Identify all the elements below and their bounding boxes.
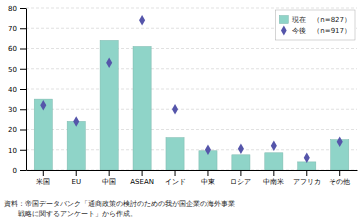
bar <box>100 40 118 170</box>
bar <box>298 162 316 170</box>
x-tick: 中東 <box>201 170 215 186</box>
footnote: 資料：帝国データバンク「通商政策の検討のための我が国企業の海外事業 <box>4 200 235 208</box>
grid-line <box>26 109 357 110</box>
x-tick-label: ロシア <box>230 178 251 186</box>
x-tick-label: EU <box>71 178 81 186</box>
point <box>172 104 178 115</box>
y-tick: 80 <box>8 5 26 13</box>
x-tick-label: 米国 <box>36 178 50 186</box>
bar <box>34 99 52 170</box>
y-tick-label: 30 <box>8 106 17 114</box>
x-tick-mark <box>306 170 307 176</box>
bar <box>166 138 184 170</box>
series-0 <box>34 40 349 170</box>
point <box>205 144 211 155</box>
x-tick-mark <box>76 170 77 176</box>
y-tick-label: 70 <box>8 25 17 33</box>
grid <box>26 8 357 170</box>
point <box>271 140 277 151</box>
legend-swatch <box>279 16 288 24</box>
y-tick-mark <box>20 8 26 9</box>
x-tick-label: 中国 <box>102 178 116 186</box>
footnote: 戦略に関するアンケート」から作成。 <box>4 210 137 218</box>
x-tick: インド <box>165 170 186 186</box>
y-tick-mark <box>20 150 26 151</box>
point <box>238 143 244 154</box>
x-tick-label: アフリカ <box>293 178 321 186</box>
y-tick: 20 <box>8 126 26 134</box>
bar <box>265 153 283 170</box>
y-tick-label: 50 <box>8 65 17 73</box>
x-tick-mark <box>207 170 208 176</box>
y-tick: 0 <box>13 167 26 175</box>
x-tick: ASEAN <box>130 170 154 186</box>
point <box>337 136 343 147</box>
point <box>73 116 79 127</box>
legend-label: 今後 （n=917） <box>292 27 351 35</box>
x-tick-mark <box>109 170 110 176</box>
x-tick-label: インド <box>165 178 186 186</box>
plot: 0 10 20 30 40 50 60 70 80 米国 EU 中国 ASEAN インド 中東 ロシア 中南米 ア… <box>8 5 357 186</box>
bar <box>232 155 250 170</box>
y-tick: 10 <box>8 146 26 154</box>
x-axis: 米国 EU 中国 ASEAN インド 中東 ロシア 中南米 アフリカその他 <box>27 170 358 186</box>
y-tick-mark <box>20 89 26 90</box>
y-tick-label: 40 <box>8 86 17 94</box>
legend-frame <box>275 10 355 40</box>
x-tick-mark <box>273 170 274 176</box>
y-tick-mark <box>20 28 26 29</box>
x-tick-mark <box>43 170 44 176</box>
y-tick-mark <box>20 170 26 171</box>
y-tick: 30 <box>8 106 26 114</box>
x-tick: 中南米 <box>263 170 284 186</box>
y-tick-label: 80 <box>8 5 17 13</box>
point <box>40 100 46 111</box>
x-tick-mark <box>175 170 176 176</box>
y-tick: 40 <box>8 86 26 94</box>
point <box>304 153 310 164</box>
point <box>139 15 145 26</box>
x-tick: EU <box>71 170 81 186</box>
x-tick: 米国 <box>36 170 50 186</box>
grid-line <box>26 89 357 90</box>
x-tick-label: その他 <box>329 178 350 186</box>
y-tick-label: 10 <box>8 146 17 154</box>
y-tick-mark <box>20 109 26 110</box>
grid-line <box>26 68 357 69</box>
x-tick-mark <box>142 170 143 176</box>
y-axis: 0 10 20 30 40 50 60 70 80 <box>8 5 26 175</box>
legend: 現在 （n=827） 今後 （n=917） <box>275 10 355 40</box>
y-tick-label: 0 <box>13 167 17 175</box>
x-tick-label: 中東 <box>201 178 215 186</box>
legend-swatch <box>281 26 287 36</box>
x-tick-label: ASEAN <box>130 178 154 186</box>
y-tick-mark <box>20 49 26 50</box>
y-axis-line <box>26 9 27 171</box>
y-tick: 50 <box>8 65 26 73</box>
point <box>106 57 112 68</box>
x-tick: ロシア <box>230 170 251 186</box>
y-tick-mark <box>20 69 26 70</box>
y-tick-label: 60 <box>8 45 17 53</box>
x-tick: 中国 <box>102 170 116 186</box>
grid-line <box>26 8 357 9</box>
x-tick-mark <box>240 170 241 176</box>
x-tick-mark <box>339 170 340 176</box>
y-tick-mark <box>20 130 26 131</box>
x-tick: その他 <box>329 170 350 186</box>
legend-label: 現在 （n=827） <box>292 16 351 24</box>
x-tick-label: 中南米 <box>263 178 284 186</box>
footnotes: 資料：帝国データバンク「通商政策の検討のための我が国企業の海外事業 戦略に関する… <box>4 200 235 218</box>
bar <box>67 121 85 170</box>
y-tick-label: 20 <box>8 126 17 134</box>
y-tick: 70 <box>8 25 26 33</box>
y-tick: 60 <box>8 45 26 53</box>
grid-line <box>26 48 357 49</box>
bar <box>133 46 151 170</box>
chart: 0 10 20 30 40 50 60 70 80 米国 EU 中国 ASEAN インド 中東 ロシア 中南米 ア… <box>0 0 363 222</box>
x-tick: アフリカ <box>293 170 321 186</box>
